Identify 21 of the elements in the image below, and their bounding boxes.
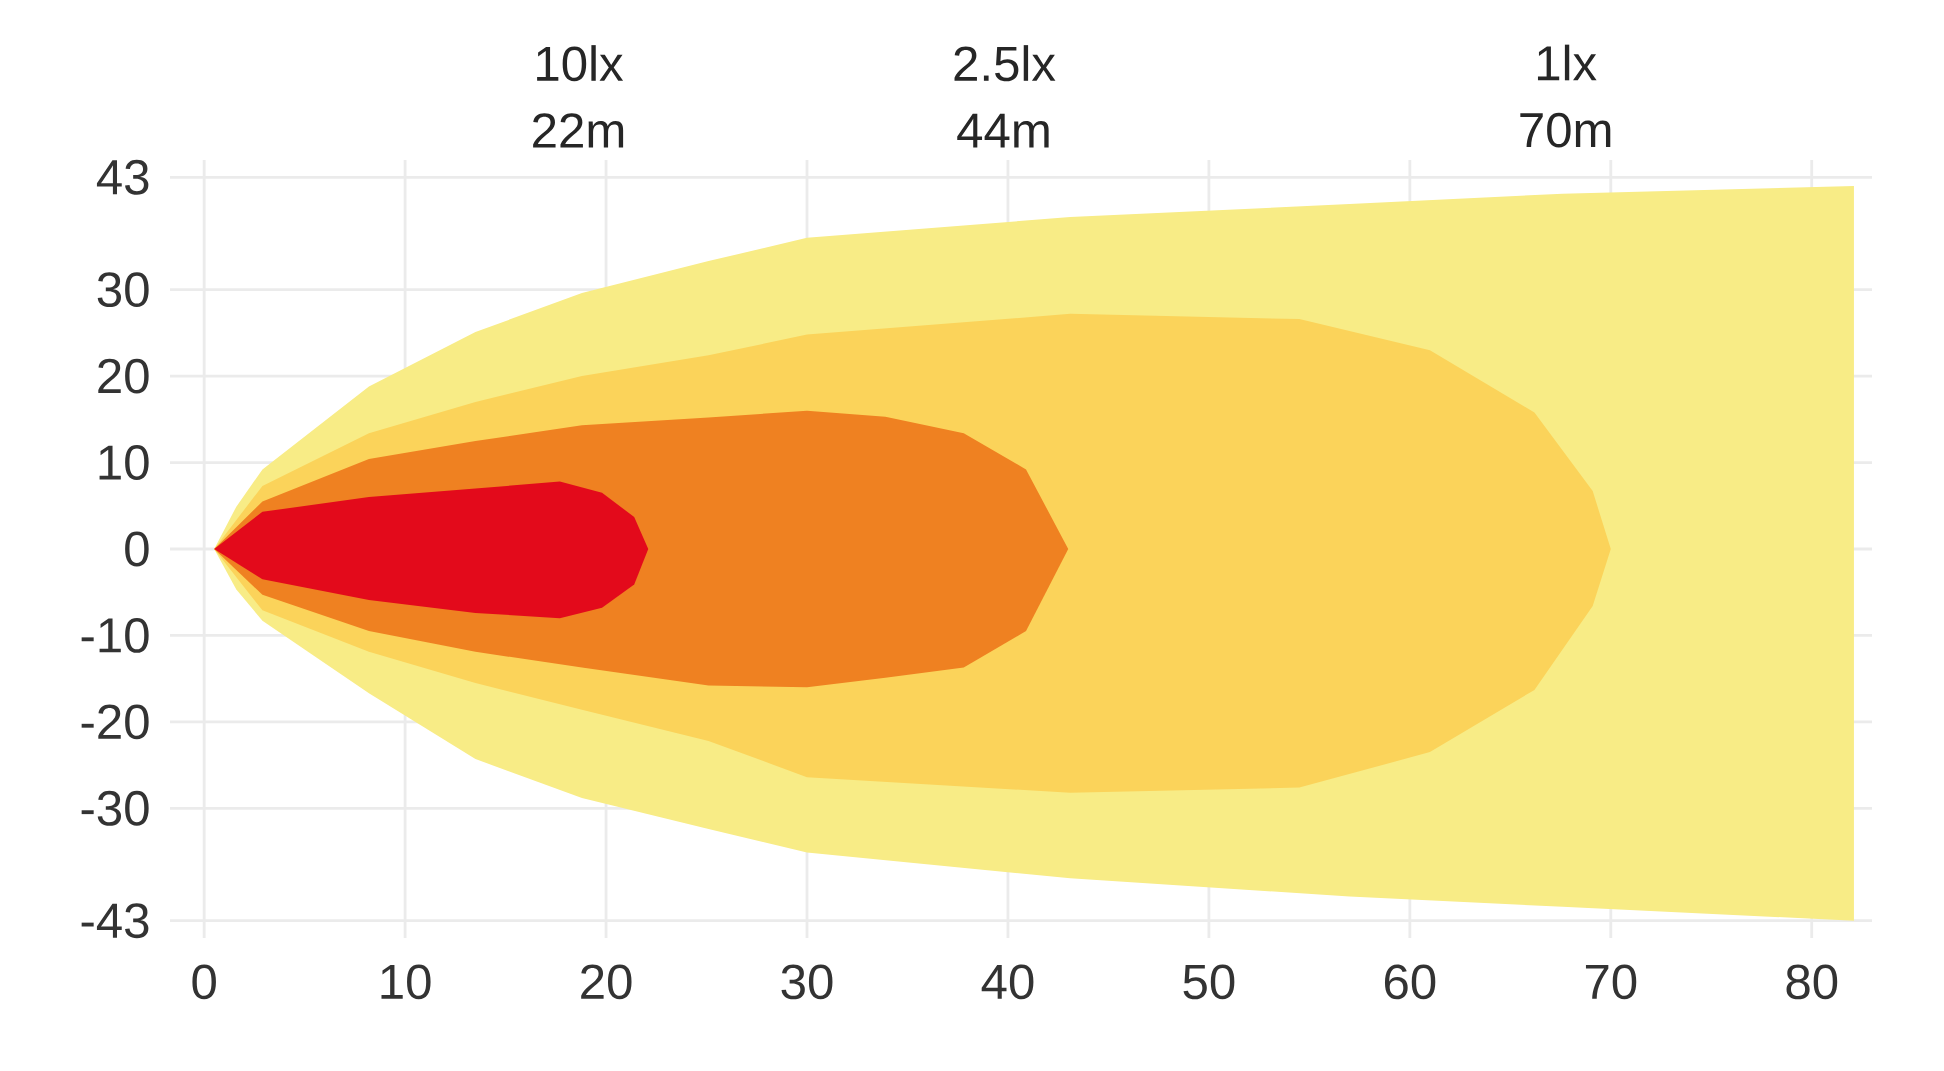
text: 1lx 70m xyxy=(1520,44,1611,148)
y-tick-label: 43 xyxy=(96,159,149,195)
text: 10lx 22m xyxy=(533,45,624,148)
x-tick-label: 10 xyxy=(381,964,431,1000)
x-tick-label: 80 xyxy=(1786,964,1838,1000)
y-tick-label: -43 xyxy=(81,903,149,939)
x-tick-label: 40 xyxy=(981,964,1034,1000)
y-tick-label: -20 xyxy=(81,704,149,740)
y-tick-label: 20 xyxy=(98,358,149,394)
y-tick-label: -30 xyxy=(81,790,149,826)
x-tick-label: 30 xyxy=(781,964,833,1000)
x-tick-label: 50 xyxy=(1183,964,1235,1000)
y-tick-label: 10 xyxy=(99,445,149,480)
y-tick-label: 30 xyxy=(97,272,149,308)
x-tick-label: 70 xyxy=(1585,964,1637,1000)
text: 2.5lx 44m xyxy=(954,45,1056,148)
x-tick-label: 0 xyxy=(192,964,216,1000)
x-tick-label: 20 xyxy=(581,964,632,1000)
y-tick-label: -10 xyxy=(81,617,149,653)
y-tick-label: 0 xyxy=(125,531,149,567)
x-tick-label: 60 xyxy=(1384,964,1436,1000)
